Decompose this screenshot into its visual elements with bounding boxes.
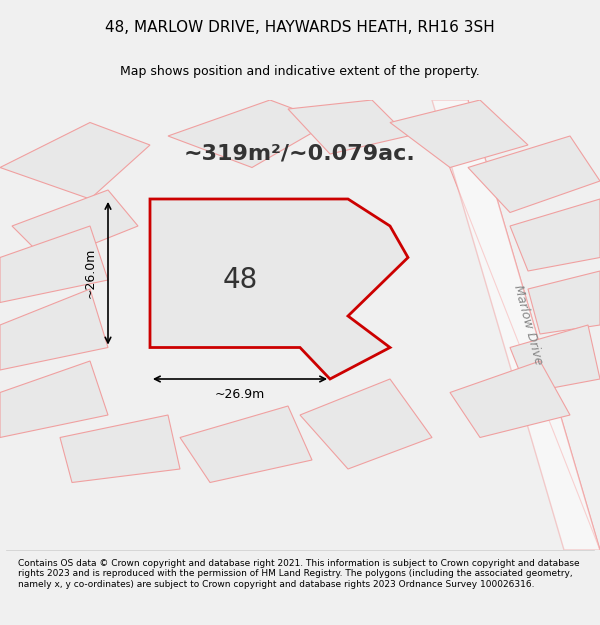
Polygon shape (168, 100, 330, 168)
Polygon shape (510, 325, 600, 392)
Polygon shape (432, 100, 600, 550)
Polygon shape (0, 289, 108, 370)
Polygon shape (450, 361, 570, 438)
Polygon shape (390, 100, 528, 168)
Polygon shape (0, 122, 150, 199)
Polygon shape (150, 199, 408, 379)
Text: ~319m²/~0.079ac.: ~319m²/~0.079ac. (184, 144, 416, 164)
Text: Map shows position and indicative extent of the property.: Map shows position and indicative extent… (120, 66, 480, 79)
Polygon shape (528, 271, 600, 334)
Polygon shape (300, 379, 432, 469)
Text: Contains OS data © Crown copyright and database right 2021. This information is : Contains OS data © Crown copyright and d… (18, 559, 580, 589)
Text: ~26.0m: ~26.0m (83, 248, 97, 298)
Polygon shape (0, 226, 108, 302)
Text: Marlow Drive: Marlow Drive (511, 284, 545, 366)
Polygon shape (288, 100, 408, 154)
Text: 48: 48 (223, 266, 257, 294)
Polygon shape (60, 415, 180, 482)
Text: ~26.9m: ~26.9m (215, 388, 265, 401)
Text: 48, MARLOW DRIVE, HAYWARDS HEATH, RH16 3SH: 48, MARLOW DRIVE, HAYWARDS HEATH, RH16 3… (105, 21, 495, 36)
Polygon shape (0, 361, 108, 438)
Polygon shape (180, 406, 312, 482)
Polygon shape (468, 136, 600, 212)
Polygon shape (12, 190, 138, 262)
Polygon shape (510, 199, 600, 271)
